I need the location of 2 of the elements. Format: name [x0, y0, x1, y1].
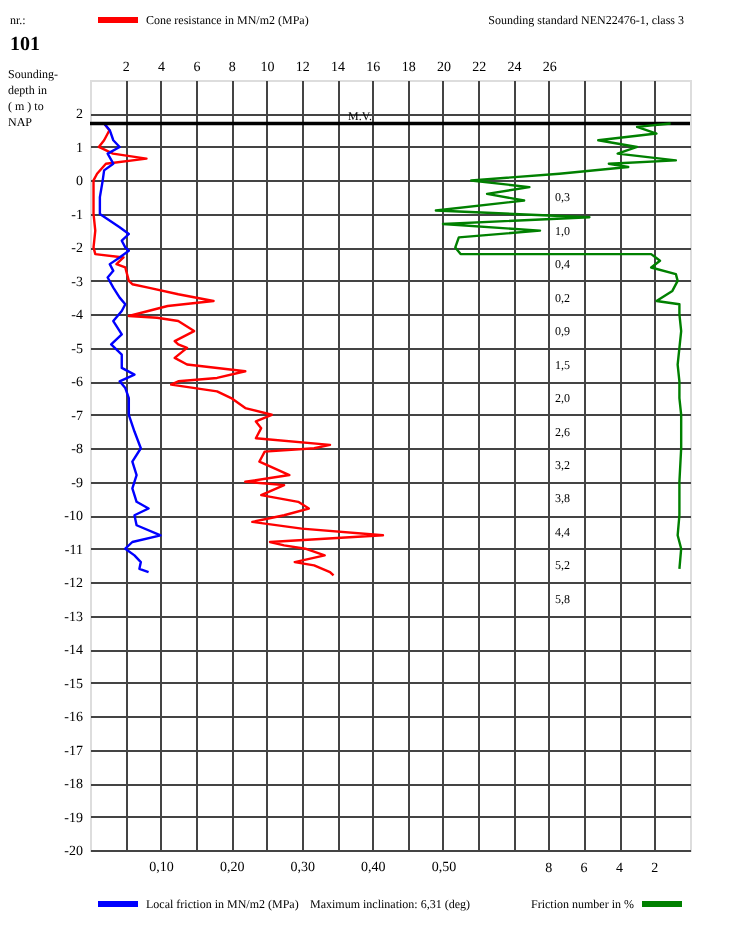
line-series: [98, 122, 162, 574]
text: 101: [10, 34, 40, 56]
